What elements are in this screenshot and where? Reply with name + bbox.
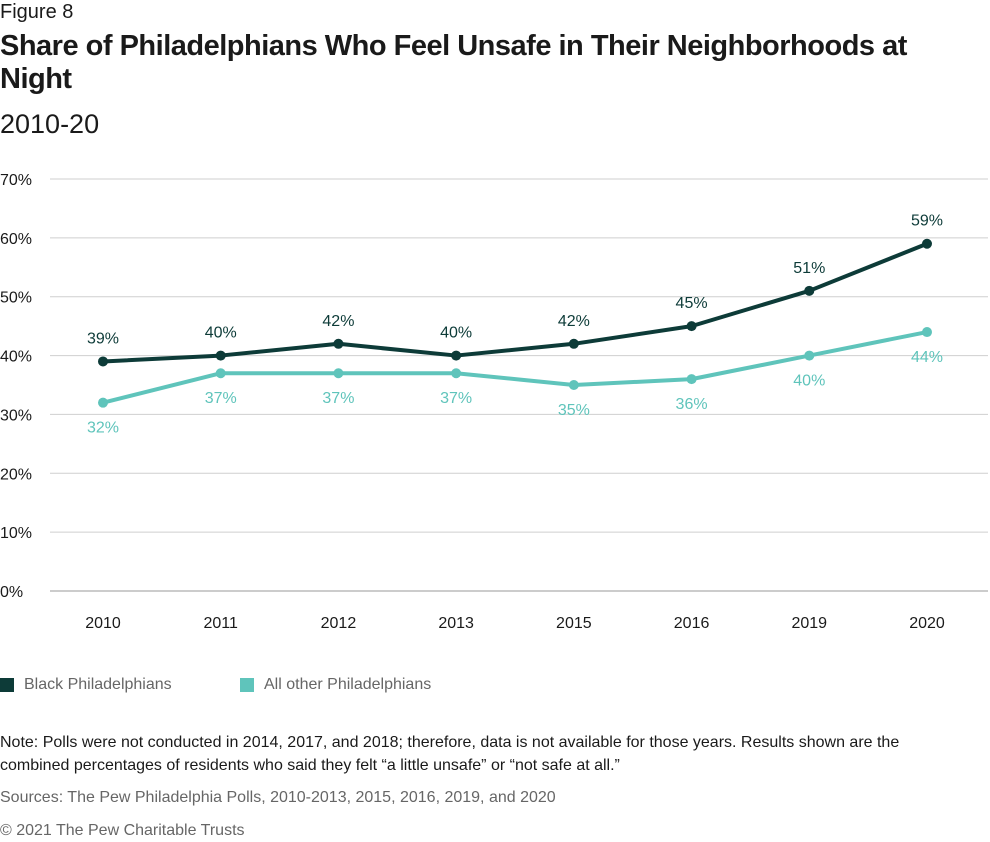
data-point-other: [922, 327, 932, 338]
data-label-black: 42%: [558, 313, 590, 330]
data-point-black: [922, 238, 932, 249]
y-tick-label: 20%: [0, 466, 32, 483]
x-tick-label: 2011: [204, 615, 239, 632]
series-line-other: [101, 330, 929, 405]
legend-swatch-black: [0, 678, 14, 692]
data-point-other: [333, 368, 344, 379]
note: Note: Polls were not conducted in 2014, …: [0, 734, 900, 774]
legend-label-black: Black Philadelphians: [24, 676, 172, 693]
x-tick-label: 2019: [791, 615, 827, 632]
data-point-black: [568, 338, 579, 349]
y-tick-label: 30%: [0, 407, 32, 424]
data-label-black: 51%: [793, 260, 825, 277]
data-label-black: 40%: [440, 325, 472, 342]
data-label-other: 37%: [205, 390, 237, 407]
legend-item-black: Black Philadelphians: [0, 676, 172, 694]
data-label-black: 42%: [322, 313, 354, 330]
data-label-black: 45%: [676, 295, 708, 312]
y-tick-label: 60%: [0, 231, 32, 248]
x-tick-label: 2020: [909, 615, 945, 632]
data-point-other: [98, 397, 108, 408]
y-tick-label: 40%: [0, 349, 32, 366]
copyright: © 2021 The Pew Charitable Trusts: [0, 822, 245, 839]
x-tick-label: 2015: [556, 615, 592, 632]
data-point-other: [568, 380, 579, 390]
data-point-other: [451, 368, 462, 379]
data-label-other: 37%: [440, 390, 472, 407]
chart-title: Share of Philadelphians Who Feel Unsafe …: [0, 30, 907, 95]
data-label-other: 40%: [793, 373, 825, 390]
x-tick-label: 2016: [674, 615, 710, 632]
x-tick-label: 2013: [438, 615, 474, 632]
data-label-black: 59%: [911, 213, 943, 230]
data-point-other: [686, 374, 697, 385]
y-tick-label: 10%: [0, 525, 32, 542]
x-tick-label: 2012: [321, 615, 357, 632]
y-tick-label: 0%: [0, 584, 23, 601]
y-tick-label: 50%: [0, 290, 32, 307]
y-tick-label: 70%: [0, 172, 32, 189]
data-point-black: [333, 338, 344, 349]
legend-swatch-other: [240, 678, 254, 692]
legend-item-other: All other Philadelphians: [240, 676, 431, 694]
legend-label-other: All other Philadelphians: [264, 676, 432, 693]
chart-subtitle: 2010-20: [0, 109, 100, 139]
data-point-black: [451, 350, 462, 361]
data-point-black: [98, 356, 108, 367]
line-chart: 0% 10% 20% 30% 40% 50% 60% 70% 2010 2011 2012 2013 2…: [0, 172, 988, 632]
x-tick-label: 2010: [85, 615, 121, 632]
data-point-black: [215, 350, 226, 361]
data-label-black: 40%: [205, 325, 237, 342]
data-point-other: [804, 350, 815, 361]
data-label-other: 44%: [911, 349, 943, 366]
data-point-other: [215, 368, 226, 379]
data-label-black: 39%: [87, 330, 119, 347]
series-line-black: [101, 241, 929, 364]
sources: Sources: The Pew Philadelphia Polls, 201…: [0, 789, 556, 806]
data-point-black: [804, 285, 815, 296]
data-point-black: [686, 321, 697, 332]
figure-label: Figure 8: [0, 1, 74, 23]
data-label-other: 37%: [322, 390, 354, 407]
data-label-other: 32%: [87, 420, 119, 437]
data-label-other: 35%: [558, 402, 590, 419]
data-label-other: 36%: [676, 396, 708, 413]
